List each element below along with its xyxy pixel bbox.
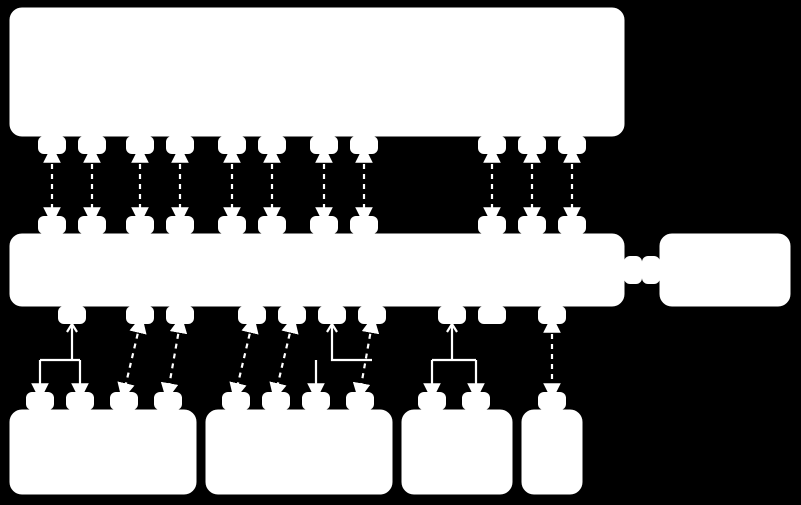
tab-midbot-0 [58, 306, 86, 324]
tab-right-left [642, 256, 660, 284]
block-b1 [10, 410, 196, 494]
tab-midbot-3 [238, 306, 266, 324]
tab-midbot-1 [126, 306, 154, 324]
tab-top-0 [38, 136, 66, 154]
tab-b2-1 [262, 392, 290, 410]
tab-midtop-10 [558, 216, 586, 234]
diagram-canvas [0, 0, 801, 505]
tab-midbot-9 [538, 306, 566, 324]
tab-top-10 [558, 136, 586, 154]
block-mid [10, 234, 624, 306]
block-b4 [522, 410, 582, 494]
tab-b3-1 [462, 392, 490, 410]
tab-midtop-6 [310, 216, 338, 234]
tab-midbot-7 [438, 306, 466, 324]
tab-top-1 [78, 136, 106, 154]
tab-midtop-8 [478, 216, 506, 234]
tab-b3-0 [418, 392, 446, 410]
tab-midbot-6 [358, 306, 386, 324]
tab-midtop-0 [38, 216, 66, 234]
tab-top-2 [126, 136, 154, 154]
tab-top-7 [350, 136, 378, 154]
tab-top-4 [218, 136, 246, 154]
tab-midtop-1 [78, 216, 106, 234]
tab-midtop-7 [350, 216, 378, 234]
block-b2 [206, 410, 392, 494]
tab-midbot-4 [278, 306, 306, 324]
tab-midtop-4 [218, 216, 246, 234]
tab-midbot-5 [318, 306, 346, 324]
tab-b4-0 [538, 392, 566, 410]
tab-mid-right [624, 256, 642, 284]
tab-midbot-2 [166, 306, 194, 324]
block-top [10, 8, 624, 136]
tab-b2-0 [222, 392, 250, 410]
tab-midtop-5 [258, 216, 286, 234]
tab-b2-3 [346, 392, 374, 410]
tab-top-5 [258, 136, 286, 154]
tab-midtop-9 [518, 216, 546, 234]
tab-top-6 [310, 136, 338, 154]
tab-top-9 [518, 136, 546, 154]
block-right [660, 234, 790, 306]
tab-b2-2 [302, 392, 330, 410]
tab-b1-3 [154, 392, 182, 410]
tab-b1-0 [26, 392, 54, 410]
tab-b1-2 [110, 392, 138, 410]
block-b3 [402, 410, 512, 494]
tab-b1-1 [66, 392, 94, 410]
tab-top-3 [166, 136, 194, 154]
tab-midtop-2 [126, 216, 154, 234]
tab-midtop-3 [166, 216, 194, 234]
tab-midbot-8 [478, 306, 506, 324]
tab-top-8 [478, 136, 506, 154]
